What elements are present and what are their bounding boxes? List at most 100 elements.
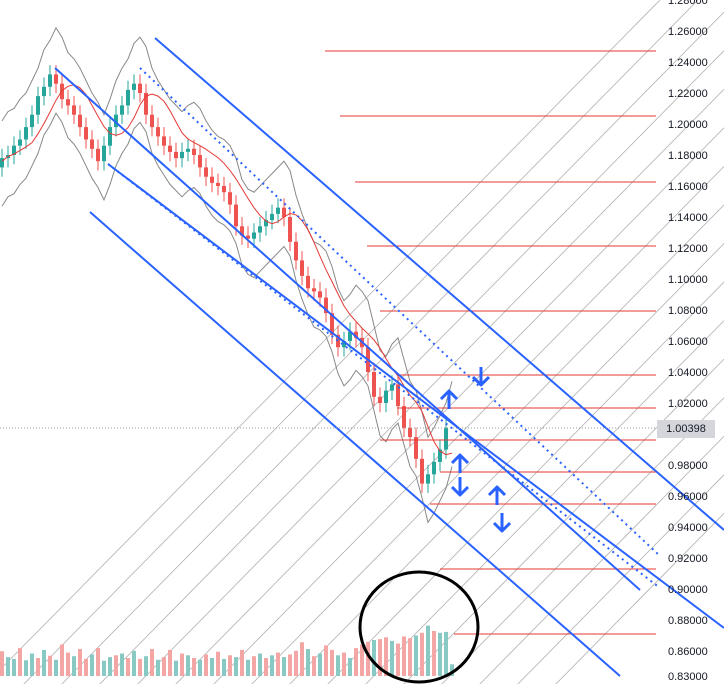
price-tick-label: 0.92000 [668, 553, 708, 565]
candle-body [108, 127, 112, 146]
candle-body [84, 127, 88, 140]
arrow-icon [450, 477, 470, 497]
volume-bar [210, 658, 214, 676]
volume-bar [66, 652, 70, 676]
arrow-head [471, 375, 491, 387]
moving-average-line [1, 84, 453, 456]
price-tick-label: 0.90000 [668, 584, 708, 596]
price-tick-label: 0.83000 [668, 671, 708, 683]
volume-bar [126, 658, 130, 676]
fan-line [517, 474, 724, 684]
candle-body [30, 114, 34, 128]
volume-bar [120, 653, 124, 676]
candle-body [162, 136, 166, 146]
arrow-head [487, 485, 507, 497]
candle-body [318, 291, 322, 298]
candle-body [144, 93, 148, 115]
volume-bar [450, 664, 454, 676]
price-tick-label: 1.22000 [668, 88, 708, 100]
candle-body [354, 331, 358, 338]
volume-bar [366, 641, 370, 676]
price-tick-label: 1.24000 [668, 57, 708, 69]
volume-bar [180, 653, 184, 676]
channel-line [154, 37, 724, 531]
volume-bar [252, 656, 256, 676]
volume-bar [84, 658, 88, 676]
volume-bar [90, 654, 94, 676]
candle-body [42, 86, 46, 97]
volume-bar [240, 649, 244, 676]
candle-body [342, 341, 346, 348]
volume-bar [102, 660, 106, 676]
candle-body [204, 167, 208, 177]
volume-bar [18, 648, 22, 676]
candle-body [234, 204, 238, 227]
volume-bar [342, 652, 346, 676]
fan-line [403, 358, 724, 684]
volume-bar [288, 654, 292, 676]
volume-bar [414, 635, 418, 676]
arrow-icon [439, 389, 459, 409]
moving-average [1, 84, 453, 456]
volume-bar [258, 653, 262, 676]
volume-bar [12, 658, 16, 676]
price-tick-label: 1.06000 [668, 336, 708, 348]
candle-body [90, 139, 94, 149]
volume-bar [282, 657, 286, 676]
volume-bar [354, 648, 358, 676]
price-tick-label: 1.14000 [668, 212, 708, 224]
volume-bar [48, 655, 52, 676]
candle-body [180, 151, 184, 159]
candle-body [282, 207, 286, 217]
price-tick-label: 0.98000 [668, 460, 708, 472]
volume-bar [42, 649, 46, 676]
channel-line [139, 67, 661, 557]
volume-bar [156, 659, 160, 676]
candle-body [216, 182, 220, 186]
volume-bar [222, 658, 226, 676]
volume-bar [228, 655, 232, 676]
volume-bar [372, 640, 376, 676]
volume-bar [132, 650, 136, 676]
current-price-badge: 1.00398 [657, 420, 715, 438]
volume-bar [30, 653, 34, 676]
candle-body [150, 114, 154, 128]
candle-body [426, 474, 430, 484]
volume-bar [294, 650, 298, 676]
volume-bar [312, 656, 316, 676]
fan-line [137, 88, 724, 684]
price-tick-label: 1.18000 [668, 150, 708, 162]
volume-bar [168, 649, 172, 676]
candle-body [336, 334, 340, 348]
candle-body [222, 186, 226, 193]
price-tick-label: 1.16000 [668, 181, 708, 193]
candle-body [210, 176, 214, 183]
volume-bar [378, 639, 382, 676]
volume-bar [36, 658, 40, 676]
price-tick-label: 1.28000 [668, 0, 708, 7]
candle-body [270, 213, 274, 221]
price-tick-label: 1.20000 [668, 119, 708, 131]
volume-bar [162, 657, 166, 676]
volume-bar [60, 644, 64, 676]
fan-line [0, 0, 661, 671]
candle-body [138, 83, 142, 93]
candle-body [198, 155, 202, 168]
candle-body [96, 148, 100, 162]
fan-line [441, 397, 724, 684]
volume-bar [306, 649, 310, 676]
candle-body [432, 461, 436, 475]
volume-bar [108, 657, 112, 676]
volume-bar [144, 656, 148, 676]
candle-body [54, 74, 58, 84]
fan-line [479, 435, 724, 684]
lower-band [1, 112, 453, 524]
volume-bar [198, 659, 202, 676]
candle-body [330, 313, 334, 335]
candle-body [252, 232, 256, 239]
direction-arrows [439, 367, 512, 533]
fan-line [23, 0, 699, 684]
candle-body [312, 288, 316, 292]
